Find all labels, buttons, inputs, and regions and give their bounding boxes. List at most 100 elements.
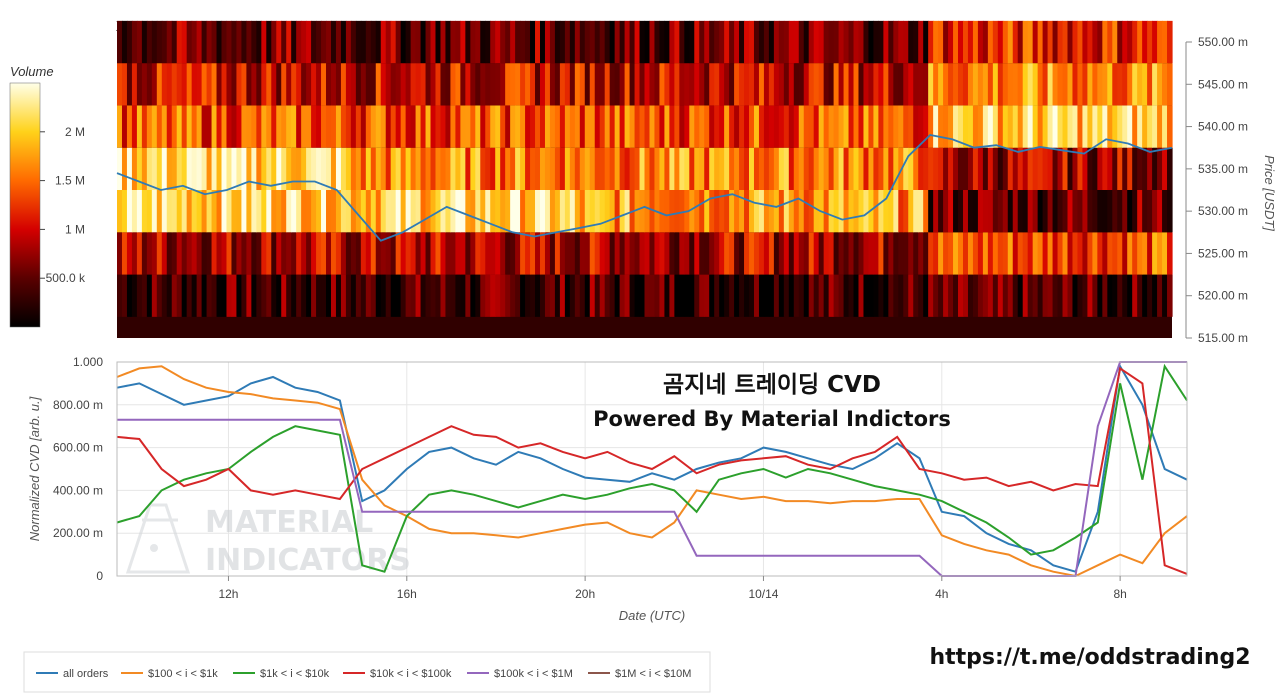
heatmap-cell (395, 232, 402, 275)
heatmap-cell (291, 105, 297, 148)
heatmap-cell (1142, 190, 1148, 233)
heatmap-cell (121, 105, 128, 148)
heatmap-cell (674, 20, 680, 64)
heatmap-cell (828, 232, 835, 275)
heatmap-cell (619, 105, 626, 148)
heatmap-cell (1012, 105, 1019, 148)
heatmap-cell (365, 20, 372, 64)
heatmap-cell (131, 147, 138, 190)
heatmap-cell (326, 20, 332, 64)
heatmap-cell (962, 20, 969, 64)
heatmap-cell (1052, 63, 1059, 106)
heatmap-cell (146, 232, 153, 275)
heatmap-cell (773, 105, 780, 148)
heatmap-cell (768, 147, 775, 190)
heatmap-cell (808, 274, 815, 317)
heatmap-cell (226, 147, 233, 190)
heatmap-cell (773, 20, 780, 64)
heatmap-cell (788, 232, 795, 275)
heatmap-cell (1152, 190, 1158, 233)
heatmap-cell (216, 147, 223, 190)
heatmap-cell (1157, 63, 1163, 106)
heatmap-cell (1067, 232, 1074, 275)
heatmap-cell (654, 63, 661, 106)
heatmap-cell (888, 190, 894, 233)
heatmap-cell (554, 105, 561, 148)
heatmap-cell (579, 232, 586, 275)
heatmap-cell (475, 274, 481, 317)
heatmap-cell (763, 232, 770, 275)
heatmap-cell (768, 105, 775, 148)
heatmap-cell (1002, 232, 1009, 275)
heatmap-cell (350, 147, 357, 190)
heatmap-cell (1057, 147, 1064, 190)
heatmap-cell (365, 105, 372, 148)
heatmap-cell (301, 20, 307, 64)
heatmap-cell (166, 105, 173, 148)
heatmap-cell (1062, 274, 1069, 317)
heatmap-cell (992, 232, 999, 275)
heatmap-cell (744, 147, 750, 190)
heatmap-cell (515, 105, 521, 148)
heatmap-cell (823, 63, 830, 106)
heatmap-cell (778, 274, 785, 317)
heatmap-cell (355, 190, 362, 233)
heatmap-cell (535, 232, 541, 275)
heatmap-cell (649, 232, 656, 275)
heatmap-cell (465, 274, 471, 317)
heatmap-cell (948, 105, 954, 148)
heatmap-cell (689, 147, 695, 190)
heatmap-cell (395, 105, 402, 148)
heatmap-cell (768, 190, 775, 233)
heatmap-cell (1057, 190, 1064, 233)
heatmap-cell (987, 232, 994, 275)
heatmap-cell (1102, 63, 1108, 106)
heatmap-cell (948, 147, 954, 190)
heatmap-cell (664, 63, 670, 106)
heatmap-cell (1007, 63, 1014, 106)
heatmap-cell (490, 63, 496, 106)
cvd-y-tick-label: 1.000 (73, 355, 103, 369)
heatmap-cell (958, 190, 964, 233)
heatmap-cell (311, 105, 317, 148)
heatmap-cell (982, 20, 989, 64)
heatmap-cell (933, 147, 939, 190)
heatmap-cell (1147, 190, 1153, 233)
heatmap-cell (888, 63, 894, 106)
heatmap-cell (938, 274, 944, 317)
heatmap-cell (639, 63, 646, 106)
heatmap-cell (918, 190, 924, 233)
heatmap-cell (729, 232, 735, 275)
heatmap-cell (923, 20, 929, 64)
heatmap-cell (415, 105, 422, 148)
heatmap-cell (440, 20, 447, 64)
heatmap-cell (1082, 274, 1088, 317)
heatmap-cell (236, 232, 243, 275)
heatmap-cell (390, 274, 397, 317)
heatmap-cell (141, 232, 148, 275)
heatmap-cell (390, 190, 397, 233)
heatmap-cell (201, 232, 208, 275)
heatmap-cell (306, 232, 312, 275)
heatmap-cell (669, 190, 675, 233)
heatmap-cell (1072, 232, 1079, 275)
heatmap-cell (719, 190, 725, 233)
heatmap-cell (211, 20, 218, 64)
heatmap-cell (893, 105, 899, 148)
heatmap-cell (1077, 147, 1084, 190)
heatmap-cell (410, 105, 417, 148)
heatmap-cell (530, 20, 536, 64)
heatmap-cell (495, 147, 501, 190)
heatmap-cell (803, 63, 810, 106)
heatmap-cell (773, 63, 780, 106)
heatmap-cell (579, 63, 586, 106)
heatmap-cell (520, 232, 526, 275)
heatmap-cell (296, 20, 302, 64)
heatmap-cell (485, 232, 491, 275)
heatmap-cell (1052, 105, 1059, 148)
heatmap-cell (266, 232, 272, 275)
heatmap-cell (335, 232, 342, 275)
heatmap-cell (604, 147, 611, 190)
heatmap-cell (609, 147, 616, 190)
heatmap-cell (1002, 274, 1009, 317)
